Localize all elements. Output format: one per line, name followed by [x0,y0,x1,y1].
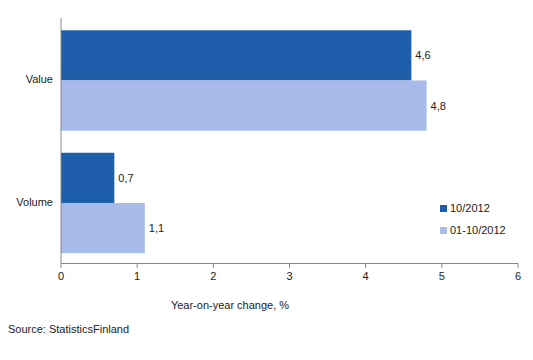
x-tick-label: 3 [286,270,292,282]
bar [61,80,427,130]
x-tick-label: 1 [134,270,140,282]
x-tick-label: 2 [210,270,216,282]
y-axis-line [61,18,62,263]
data-label: 0,7 [118,172,133,184]
legend-swatch [440,205,447,212]
bar [61,153,114,203]
x-axis-label: Year-on-year change, % [171,299,289,311]
data-labels: 4,6 4,8 0,7 1,1 [118,49,446,234]
category-label: Volume [16,196,53,208]
x-tick [289,263,290,268]
x-tick [137,263,138,268]
x-tick [213,263,214,268]
x-tick-label: 5 [439,270,445,282]
x-tick [61,263,62,268]
x-tick-label: 4 [363,270,369,282]
chart: 4,6 4,8 0,7 1,1 Value Volume 0 1 2 3 4 5 6 Year-on-ye… [0,0,533,360]
category-label: Value [26,73,53,85]
legend-label: 01-10/2012 [450,224,506,236]
source: Source: StatisticsFinland [8,323,129,335]
x-tick [518,263,519,268]
data-label: 4,8 [431,100,446,112]
x-tick [441,263,442,268]
bars [61,30,427,253]
legend-label: 10/2012 [450,202,490,214]
bar [61,203,145,253]
legend-swatch [440,227,447,234]
data-label: 1,1 [149,222,164,234]
x-tick [365,263,366,268]
x-tick-label: 0 [58,270,64,282]
x-tick-label: 6 [515,270,521,282]
bar [61,30,411,80]
data-label: 4,6 [415,49,430,61]
